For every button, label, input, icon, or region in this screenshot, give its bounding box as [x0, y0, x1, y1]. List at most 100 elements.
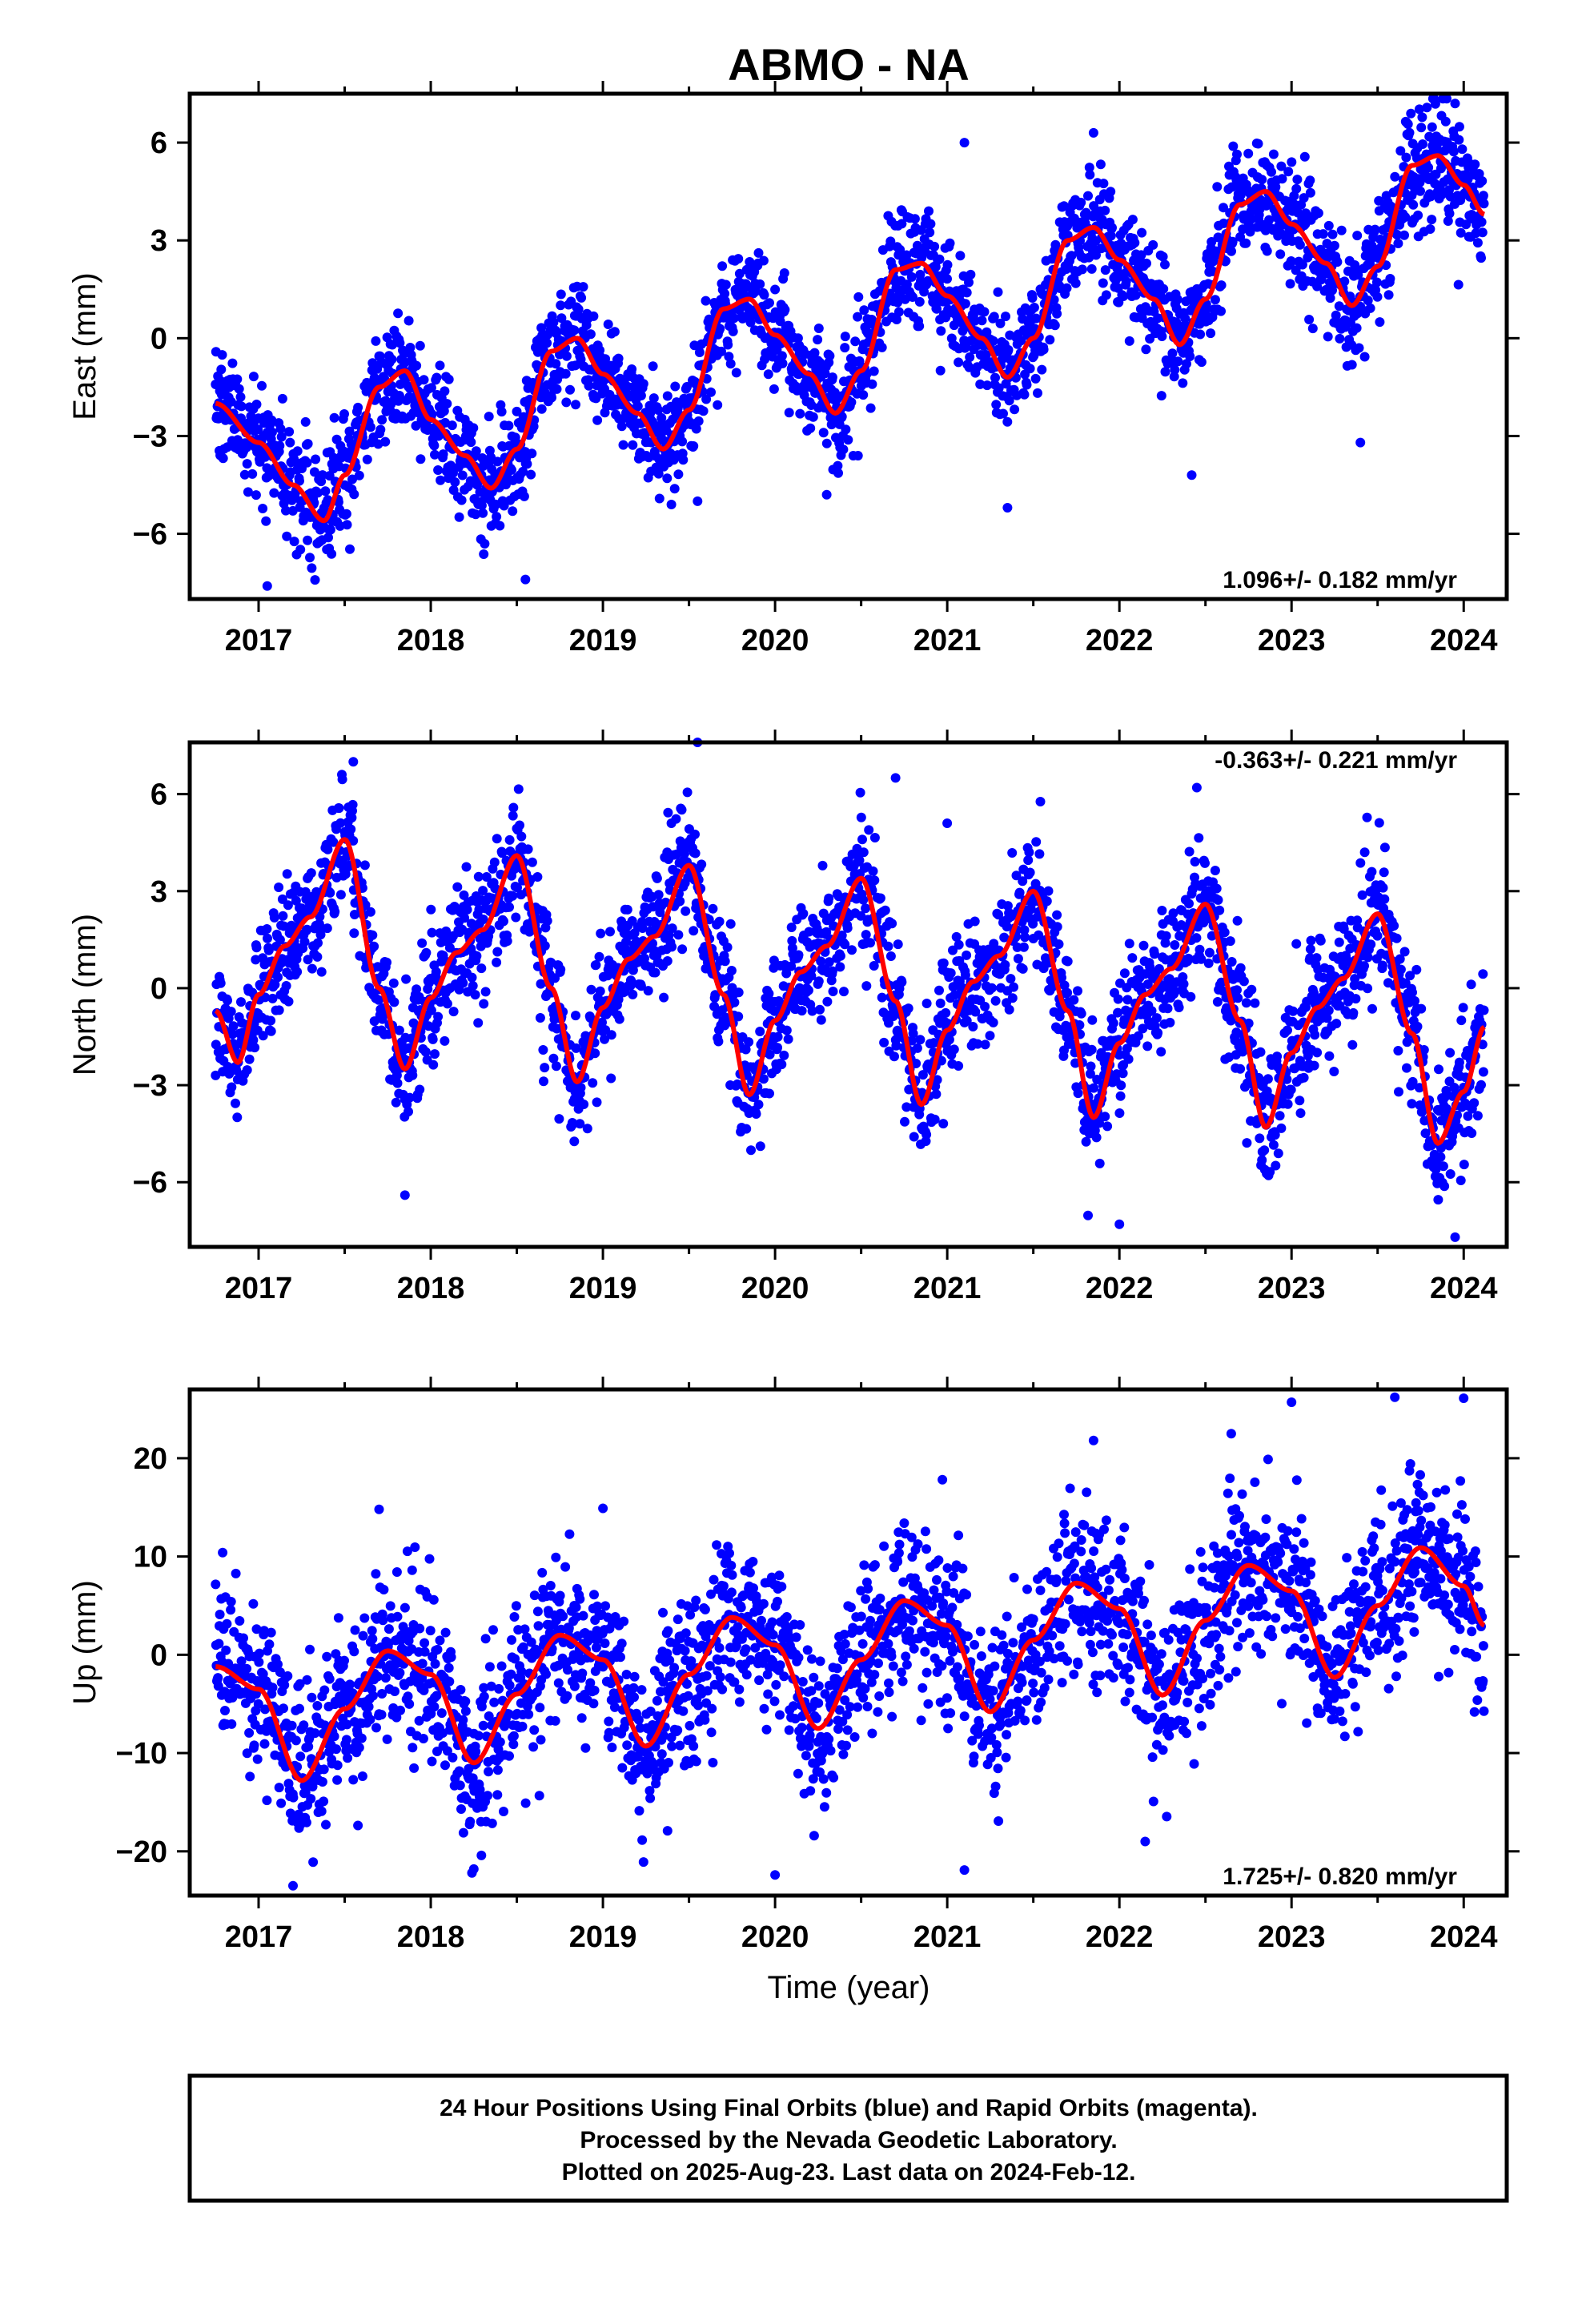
data-point: [1367, 1003, 1377, 1014]
data-point: [934, 985, 944, 995]
data-point: [303, 439, 313, 449]
data-point: [648, 393, 659, 404]
data-point: [677, 436, 688, 447]
data-point: [815, 1004, 825, 1015]
data-point: [803, 985, 813, 995]
data-point: [717, 346, 726, 356]
data-point: [1191, 933, 1202, 943]
data-point: [1255, 1047, 1266, 1057]
data-point: [638, 379, 648, 389]
data-point: [770, 284, 781, 295]
data-point: [1375, 317, 1385, 328]
data-point: [1200, 858, 1210, 868]
data-point: [821, 438, 832, 448]
data-point: [887, 919, 897, 929]
data-point: [226, 1007, 236, 1017]
data-point: [594, 951, 604, 962]
data-point: [925, 227, 935, 238]
data-point: [931, 1089, 942, 1100]
data-point: [1402, 1063, 1411, 1073]
data-point: [721, 279, 731, 290]
data-point: [1472, 238, 1483, 248]
data-point: [1476, 253, 1486, 263]
data-point: [275, 440, 285, 451]
data-point: [921, 999, 932, 1008]
data-point: [850, 336, 861, 347]
data-point: [419, 375, 429, 385]
data-point: [1233, 993, 1243, 1003]
data-point: [914, 321, 925, 332]
data-point: [232, 1112, 243, 1123]
data-point: [779, 268, 789, 278]
data-point: [433, 1011, 444, 1022]
data-point: [1272, 1051, 1283, 1062]
data-point: [1127, 215, 1138, 225]
data-point: [784, 408, 794, 418]
data-point: [467, 972, 477, 983]
data-point: [442, 999, 452, 1009]
data-point: [216, 364, 227, 375]
data-point: [585, 329, 596, 340]
data-point: [310, 575, 320, 585]
data-point: [985, 1031, 995, 1041]
data-point: [560, 368, 571, 379]
data-point: [258, 504, 268, 513]
data-point: [1165, 1017, 1175, 1027]
data-point: [858, 847, 869, 858]
data-point: [367, 930, 378, 940]
data-point: [401, 974, 412, 984]
data-point: [934, 254, 945, 264]
data-point: [1158, 283, 1169, 294]
data-point: [527, 448, 537, 459]
data-point: [1194, 833, 1204, 843]
data-point: [1076, 197, 1086, 207]
data-point: [1083, 191, 1093, 201]
data-point: [250, 1043, 260, 1053]
data-point: [539, 1076, 548, 1087]
data-point: [1033, 388, 1042, 398]
data-point: [869, 366, 879, 376]
data-point: [1371, 277, 1382, 287]
data-point: [538, 1045, 548, 1055]
data-point: [1052, 922, 1062, 932]
data-point: [1347, 1039, 1358, 1050]
data-point: [1232, 149, 1242, 159]
data-point: [706, 387, 716, 397]
data-point: [1383, 290, 1394, 300]
data-point: [311, 454, 321, 464]
data-point: [1019, 389, 1030, 400]
data-point: [454, 512, 464, 522]
data-point: [515, 820, 524, 830]
data-point: [1119, 968, 1130, 979]
data-point: [540, 1063, 550, 1073]
data-point: [1073, 986, 1082, 996]
data-point: [277, 393, 287, 404]
data-point: [835, 962, 845, 972]
data-point: [257, 380, 267, 391]
data-point: [1212, 997, 1223, 1007]
data-point: [723, 340, 733, 350]
data-point: [889, 1051, 899, 1062]
data-point: [1416, 1003, 1427, 1014]
data-point: [1030, 373, 1041, 384]
data-point: [468, 423, 479, 433]
data-point: [935, 365, 946, 376]
data-point: [938, 1119, 949, 1129]
data-point: [813, 335, 823, 345]
data-point: [1098, 179, 1109, 189]
data-point: [1404, 127, 1415, 138]
data-point: [600, 354, 611, 364]
x-tick-label: 2023: [1258, 624, 1326, 657]
data-point: [435, 360, 445, 371]
data-point: [1062, 283, 1072, 293]
data-point: [342, 520, 352, 530]
data-point: [236, 401, 247, 412]
data-point: [323, 533, 333, 543]
data-point: [283, 996, 294, 1007]
data-point: [480, 539, 490, 549]
data-point: [1285, 279, 1295, 289]
data-point: [1263, 1074, 1273, 1084]
data-point: [677, 944, 688, 955]
data-point: [415, 340, 425, 351]
data-point: [471, 509, 481, 520]
